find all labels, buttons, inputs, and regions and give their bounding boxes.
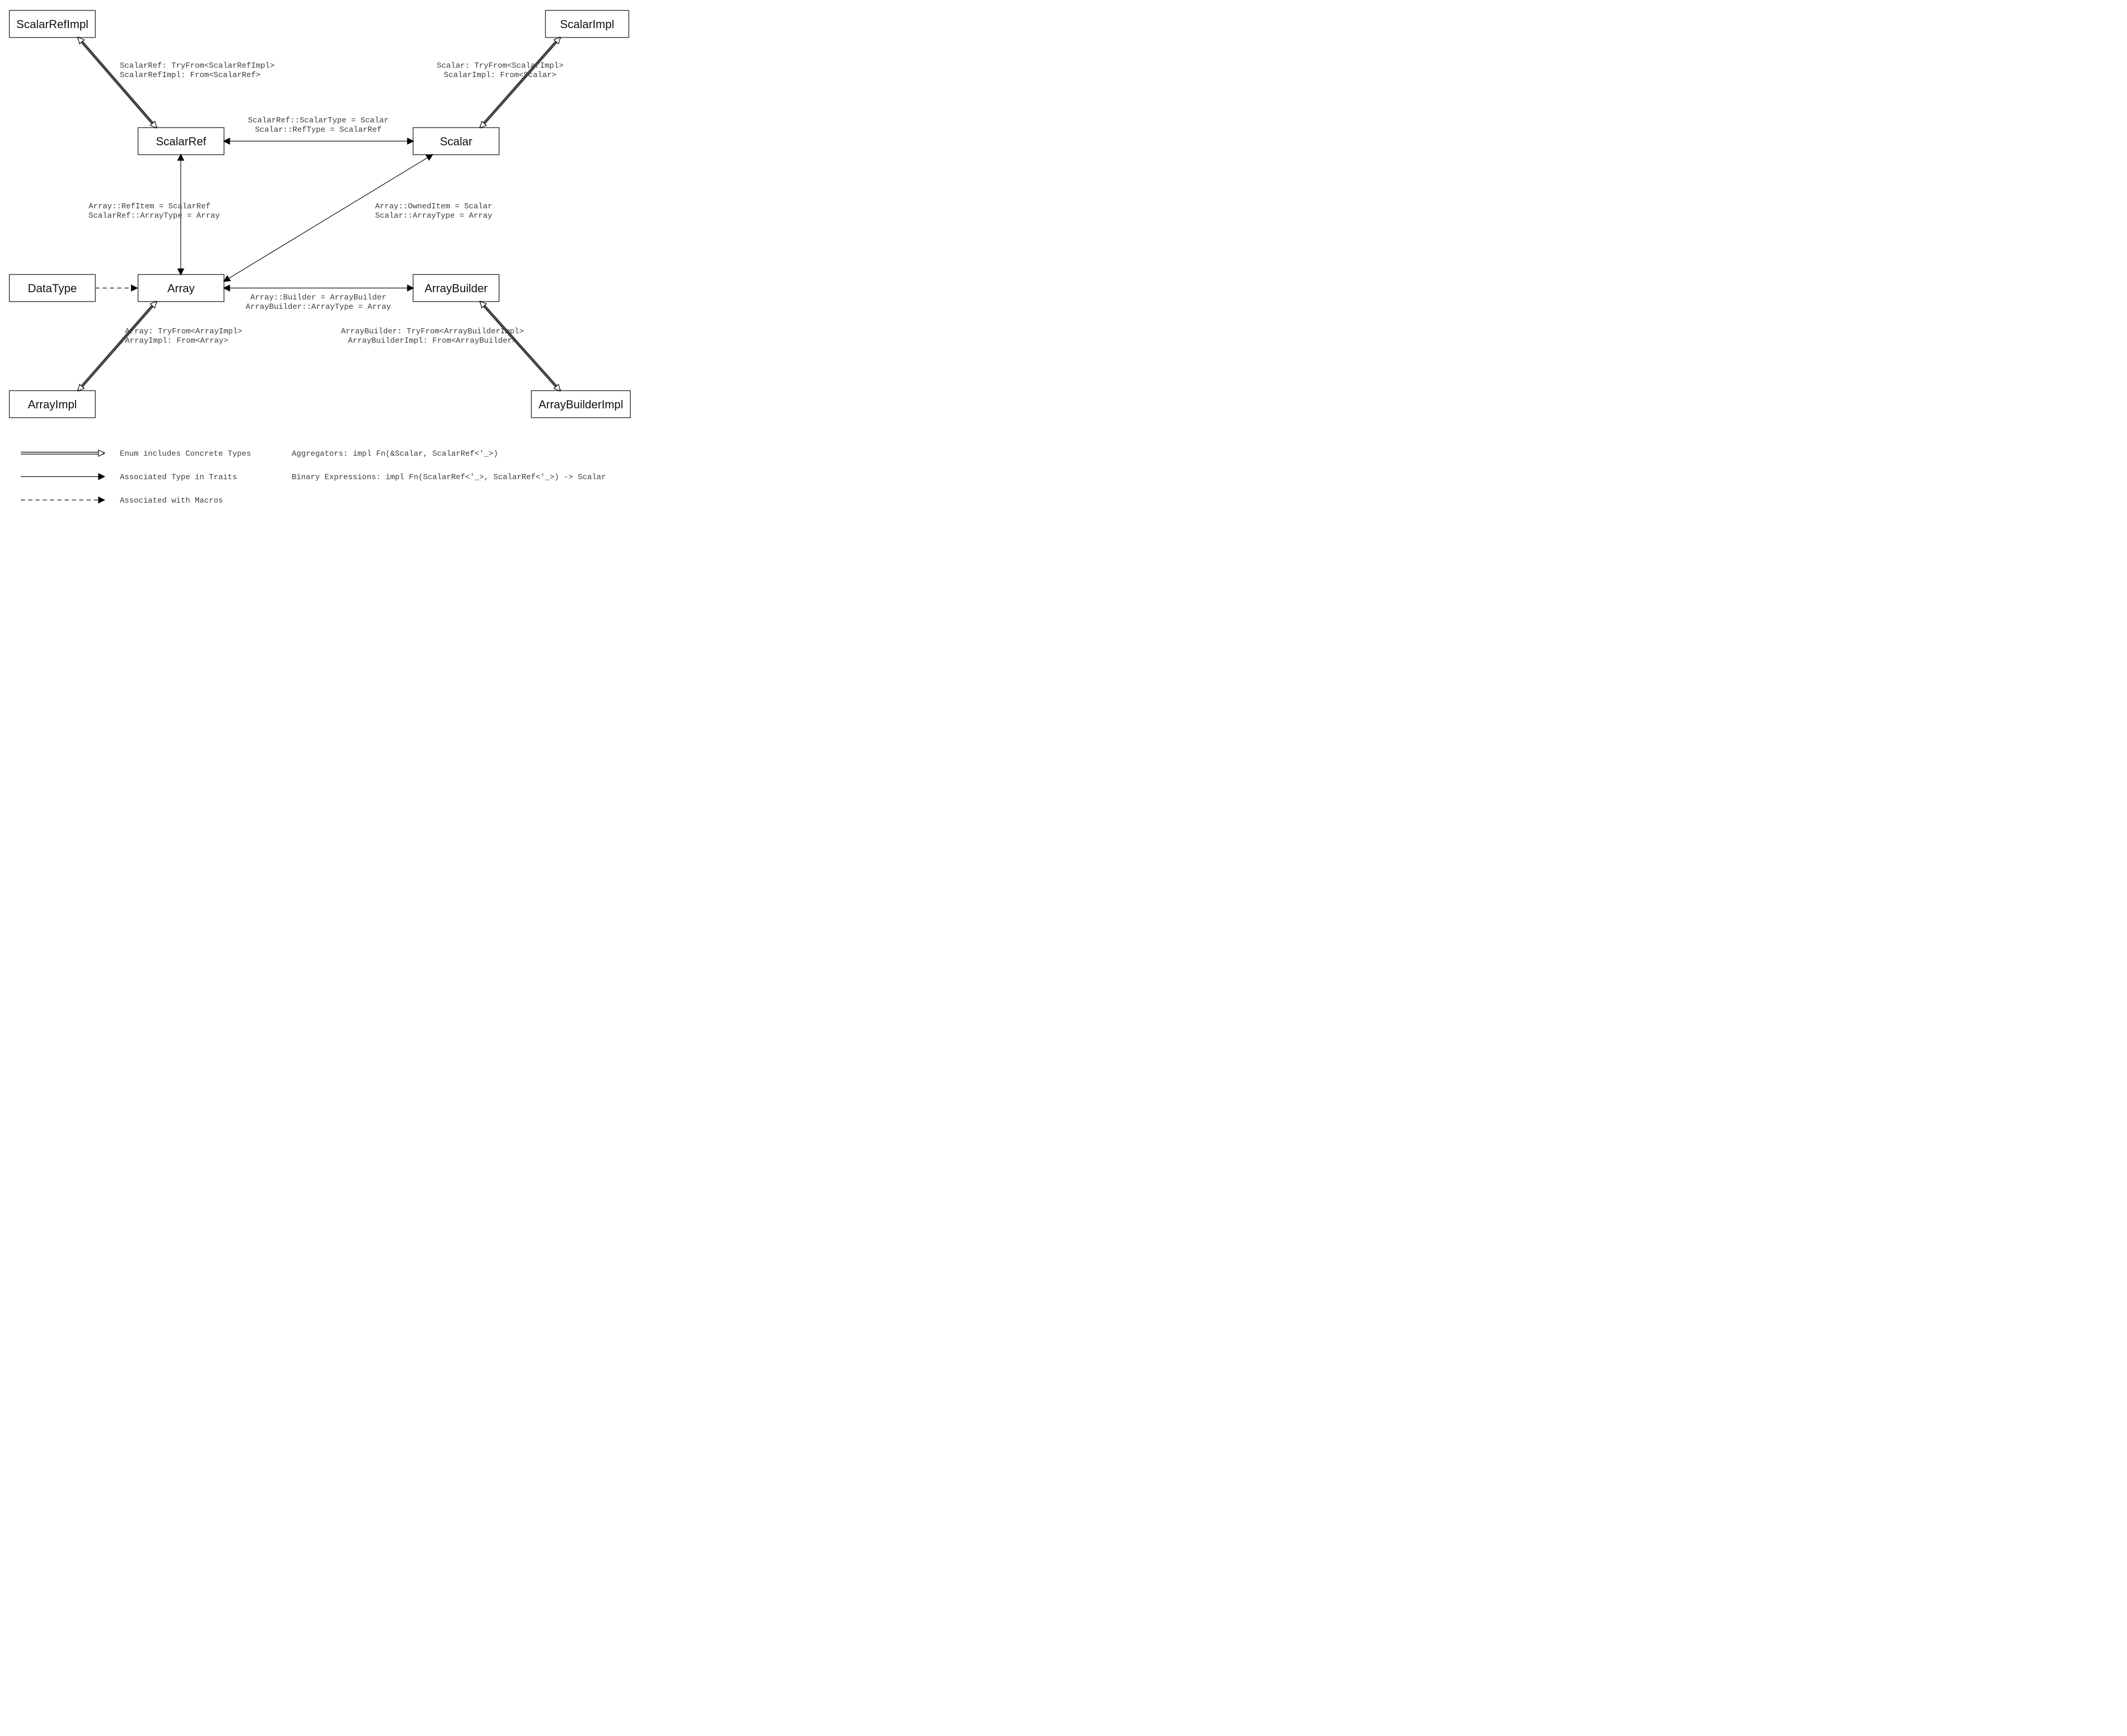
edge-scalarref-scalar: ScalarRef::ScalarType = Scalar Scalar::R… bbox=[224, 116, 413, 141]
svg-text:ArrayBuilderImpl: From<ArrayBu: ArrayBuilderImpl: From<ArrayBuilder> bbox=[348, 336, 517, 345]
legend: Enum includes Concrete Types Aggregators… bbox=[21, 449, 606, 505]
svg-text:ScalarRefImpl: From<ScalarRef>: ScalarRefImpl: From<ScalarRef> bbox=[120, 71, 260, 80]
node-scalar: Scalar bbox=[413, 128, 499, 155]
legend-enum-includes: Enum includes Concrete Types bbox=[120, 449, 251, 458]
svg-text:Array: Array bbox=[167, 282, 195, 295]
legend-assoc-macros: Associated with Macros bbox=[120, 496, 223, 505]
node-array: Array bbox=[138, 274, 224, 302]
diagram-canvas: ScalarRefImpl ScalarImpl ScalarRef Scala… bbox=[0, 0, 638, 521]
legend-binexpr: Binary Expressions: impl Fn(ScalarRef<'_… bbox=[292, 473, 606, 482]
svg-text:Array::OwnedItem = Scalar: Array::OwnedItem = Scalar bbox=[375, 202, 492, 211]
svg-text:ArrayImpl: ArrayImpl bbox=[28, 398, 77, 411]
svg-text:Scalar: Scalar bbox=[440, 135, 472, 148]
edge-array-scalarref: Array::RefItem = ScalarRef ScalarRef::Ar… bbox=[89, 155, 220, 274]
svg-text:ArrayBuilderImpl: ArrayBuilderImpl bbox=[539, 398, 624, 411]
svg-text:Scalar: TryFrom<ScalarImpl>: Scalar: TryFrom<ScalarImpl> bbox=[437, 61, 563, 70]
svg-text:Array: TryFrom<ArrayImpl>: Array: TryFrom<ArrayImpl> bbox=[125, 327, 242, 336]
svg-text:ArrayBuilder: TryFrom<ArrayBui: ArrayBuilder: TryFrom<ArrayBuilderImpl> bbox=[341, 327, 524, 336]
svg-text:Scalar::RefType = ScalarRef: Scalar::RefType = ScalarRef bbox=[255, 126, 381, 134]
svg-text:ScalarImpl: ScalarImpl bbox=[560, 18, 614, 31]
svg-text:ScalarRef: TryFrom<ScalarRefIm: ScalarRef: TryFrom<ScalarRefImpl> bbox=[120, 61, 275, 70]
svg-text:DataType: DataType bbox=[28, 282, 77, 295]
edge-array-arrayimpl: Array: TryFrom<ArrayImpl> ArrayImpl: Fro… bbox=[78, 302, 242, 391]
edge-arraybuilder-arraybuilderimpl: ArrayBuilder: TryFrom<ArrayBuilderImpl> … bbox=[341, 302, 560, 391]
legend-assoc-type: Associated Type in Traits bbox=[120, 473, 237, 482]
edge-array-scalar: Array::OwnedItem = Scalar Scalar::ArrayT… bbox=[224, 155, 492, 281]
edge-scalarrefimpl-scalarref: ScalarRef: TryFrom<ScalarRefImpl> Scalar… bbox=[78, 38, 275, 128]
svg-text:ScalarRef: ScalarRef bbox=[156, 135, 206, 148]
svg-text:ArrayImpl: From<Array>: ArrayImpl: From<Array> bbox=[125, 336, 228, 345]
legend-aggregators: Aggregators: impl Fn(&Scalar, ScalarRef<… bbox=[292, 449, 498, 458]
svg-text:ScalarImpl: From<Scalar>: ScalarImpl: From<Scalar> bbox=[444, 71, 556, 80]
node-data-type: DataType bbox=[9, 274, 95, 302]
svg-text:ArrayBuilder: ArrayBuilder bbox=[425, 282, 488, 295]
node-scalar-impl: ScalarImpl bbox=[545, 10, 629, 38]
node-scalar-ref: ScalarRef bbox=[138, 128, 224, 155]
svg-text:ScalarRef::ScalarType = Scalar: ScalarRef::ScalarType = Scalar bbox=[248, 116, 389, 125]
node-array-impl: ArrayImpl bbox=[9, 391, 95, 418]
svg-text:Array::Builder = ArrayBuilder: Array::Builder = ArrayBuilder bbox=[250, 293, 386, 302]
svg-text:ScalarRefImpl: ScalarRefImpl bbox=[16, 18, 88, 31]
node-scalar-ref-impl: ScalarRefImpl bbox=[9, 10, 95, 38]
svg-text:ArrayBuilder::ArrayType = Arra: ArrayBuilder::ArrayType = Array bbox=[245, 303, 391, 311]
edge-array-arraybuilder: Array::Builder = ArrayBuilder ArrayBuild… bbox=[224, 288, 413, 311]
svg-text:ScalarRef::ArrayType = Array: ScalarRef::ArrayType = Array bbox=[89, 211, 220, 220]
svg-text:Scalar::ArrayType = Array: Scalar::ArrayType = Array bbox=[375, 211, 492, 220]
edge-scalarimpl-scalar: Scalar: TryFrom<ScalarImpl> ScalarImpl: … bbox=[437, 38, 563, 128]
node-array-builder-impl: ArrayBuilderImpl bbox=[531, 391, 630, 418]
svg-text:Array::RefItem = ScalarRef: Array::RefItem = ScalarRef bbox=[89, 202, 210, 211]
node-array-builder: ArrayBuilder bbox=[413, 274, 499, 302]
